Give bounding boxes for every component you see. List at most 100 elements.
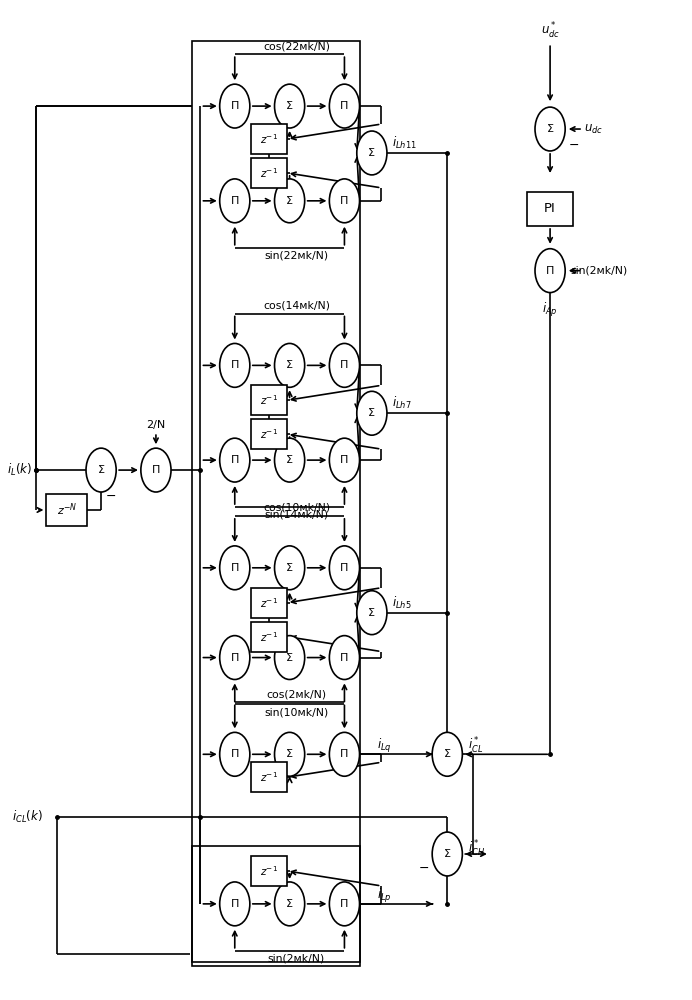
Circle shape (535, 107, 565, 151)
Text: sin(2мk/N): sin(2мk/N) (268, 954, 325, 964)
Text: $i_{Ap}$: $i_{Ap}$ (543, 301, 558, 319)
Text: $z^{-1}$: $z^{-1}$ (260, 132, 278, 146)
Text: Σ: Σ (547, 124, 554, 134)
Text: Π: Π (230, 360, 239, 370)
Circle shape (329, 343, 360, 387)
Circle shape (275, 438, 304, 482)
Text: $z^{-1}$: $z^{-1}$ (260, 427, 278, 441)
FancyBboxPatch shape (251, 419, 287, 449)
Text: $i_L(k)$: $i_L(k)$ (8, 462, 33, 478)
Circle shape (219, 732, 250, 776)
Text: Σ: Σ (286, 360, 293, 370)
Text: cos(14мk/N): cos(14мk/N) (263, 301, 330, 311)
Circle shape (329, 732, 360, 776)
Circle shape (329, 438, 360, 482)
Text: sin(22мk/N): sin(22мk/N) (264, 251, 329, 261)
Text: sin(2мk/N): sin(2мk/N) (571, 266, 628, 276)
Text: Π: Π (230, 653, 239, 663)
Text: 2/N: 2/N (146, 420, 165, 430)
Text: $i_{Lq}$: $i_{Lq}$ (376, 737, 392, 755)
Circle shape (219, 546, 250, 590)
Text: $i_{Lh7}$: $i_{Lh7}$ (392, 395, 412, 411)
Circle shape (329, 882, 360, 926)
Text: $i_{Lp}$: $i_{Lp}$ (376, 887, 392, 905)
Text: Σ: Σ (286, 563, 293, 573)
Text: $u^*_{dc}$: $u^*_{dc}$ (540, 21, 560, 41)
Circle shape (141, 448, 171, 492)
Circle shape (275, 882, 304, 926)
FancyBboxPatch shape (251, 622, 287, 652)
FancyBboxPatch shape (251, 124, 287, 154)
Circle shape (432, 732, 462, 776)
FancyBboxPatch shape (251, 856, 287, 886)
Text: Σ: Σ (286, 653, 293, 663)
Text: sin(14мk/N): sin(14мk/N) (264, 510, 329, 520)
Text: $i_{CL}(k)$: $i_{CL}(k)$ (12, 809, 43, 825)
Text: Π: Π (340, 749, 349, 759)
Text: $i_{Lh11}$: $i_{Lh11}$ (392, 135, 417, 151)
Text: Π: Π (230, 899, 239, 909)
Text: Π: Π (546, 266, 554, 276)
Text: Π: Π (340, 101, 349, 111)
Text: Σ: Σ (444, 749, 450, 759)
Text: Σ: Σ (444, 849, 450, 859)
Circle shape (86, 448, 116, 492)
Circle shape (329, 636, 360, 680)
Circle shape (219, 636, 250, 680)
Circle shape (357, 391, 387, 435)
Text: $z^{-1}$: $z^{-1}$ (260, 770, 278, 784)
Text: $z^{-1}$: $z^{-1}$ (260, 596, 278, 610)
Circle shape (329, 84, 360, 128)
Text: Σ: Σ (368, 608, 375, 618)
Circle shape (275, 546, 304, 590)
FancyBboxPatch shape (527, 192, 573, 226)
Text: Π: Π (230, 563, 239, 573)
Text: $z^{-N}$: $z^{-N}$ (57, 502, 77, 518)
Text: cos(22мk/N): cos(22мk/N) (263, 41, 330, 51)
Circle shape (432, 832, 462, 876)
FancyBboxPatch shape (46, 494, 87, 526)
Text: $i^*_{CH}$: $i^*_{CH}$ (468, 839, 485, 859)
Text: cos(10мk/N): cos(10мk/N) (263, 503, 330, 513)
Text: $u_{dc}$: $u_{dc}$ (584, 122, 603, 136)
FancyBboxPatch shape (251, 762, 287, 792)
Text: Π: Π (230, 101, 239, 111)
Circle shape (357, 131, 387, 175)
Circle shape (275, 179, 304, 223)
Text: Π: Π (152, 465, 160, 475)
Text: $z^{-1}$: $z^{-1}$ (260, 864, 278, 878)
Text: Π: Π (340, 899, 349, 909)
Text: Π: Π (340, 455, 349, 465)
Circle shape (275, 636, 304, 680)
Text: Σ: Σ (286, 101, 293, 111)
Text: Π: Π (230, 196, 239, 206)
Text: cos(2мk/N): cos(2мk/N) (266, 689, 327, 699)
Circle shape (219, 343, 250, 387)
Text: PI: PI (544, 202, 556, 215)
Text: Σ: Σ (286, 899, 293, 909)
Circle shape (357, 591, 387, 635)
Text: Π: Π (340, 563, 349, 573)
Text: Σ: Σ (98, 465, 104, 475)
Text: Σ: Σ (368, 408, 375, 418)
Text: −: − (106, 490, 116, 503)
Circle shape (275, 732, 304, 776)
Circle shape (275, 343, 304, 387)
Circle shape (329, 179, 360, 223)
Text: Π: Π (230, 749, 239, 759)
FancyBboxPatch shape (251, 385, 287, 415)
Circle shape (219, 438, 250, 482)
Text: $z^{-1}$: $z^{-1}$ (260, 166, 278, 180)
Text: $i^*_{CL}$: $i^*_{CL}$ (468, 736, 483, 756)
Text: Σ: Σ (286, 196, 293, 206)
Text: Π: Π (340, 196, 349, 206)
Text: $z^{-1}$: $z^{-1}$ (260, 630, 278, 644)
Text: Σ: Σ (286, 749, 293, 759)
Text: −: − (418, 862, 429, 875)
FancyBboxPatch shape (251, 158, 287, 188)
FancyBboxPatch shape (251, 588, 287, 618)
Circle shape (219, 84, 250, 128)
Text: Π: Π (340, 653, 349, 663)
Text: Σ: Σ (368, 148, 375, 158)
Text: $z^{-1}$: $z^{-1}$ (260, 393, 278, 407)
